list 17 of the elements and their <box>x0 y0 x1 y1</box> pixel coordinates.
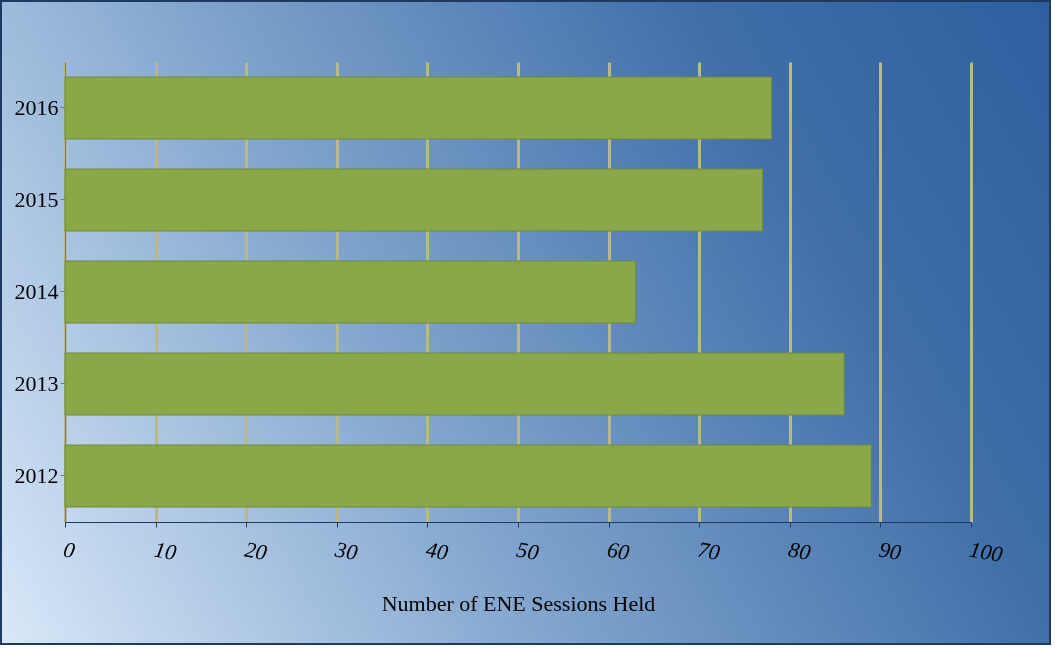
x-tick-label: 30 <box>332 536 360 565</box>
x-tick-label: 20 <box>242 536 269 565</box>
x-tick-label: 40 <box>424 536 451 565</box>
x-tick-label: 50 <box>514 536 541 565</box>
y-tick-label: 2013 <box>14 371 59 396</box>
y-tick-label: 2012 <box>14 463 59 488</box>
x-tick-label: 100 <box>967 536 1005 567</box>
x-tick-label: 10 <box>152 536 179 565</box>
x-tick-label: 60 <box>605 536 632 565</box>
x-tick-label: 0 <box>61 536 77 564</box>
x-tick-label: 70 <box>695 536 722 565</box>
y-tick-label: 2016 <box>14 95 59 120</box>
x-tick-label: 90 <box>877 536 904 565</box>
x-tick-label: 80 <box>786 536 813 565</box>
x-axis-title: Number of ENE Sessions Held <box>381 590 656 616</box>
y-tick-label: 2015 <box>14 187 59 212</box>
y-tick-label: 2014 <box>14 279 59 304</box>
